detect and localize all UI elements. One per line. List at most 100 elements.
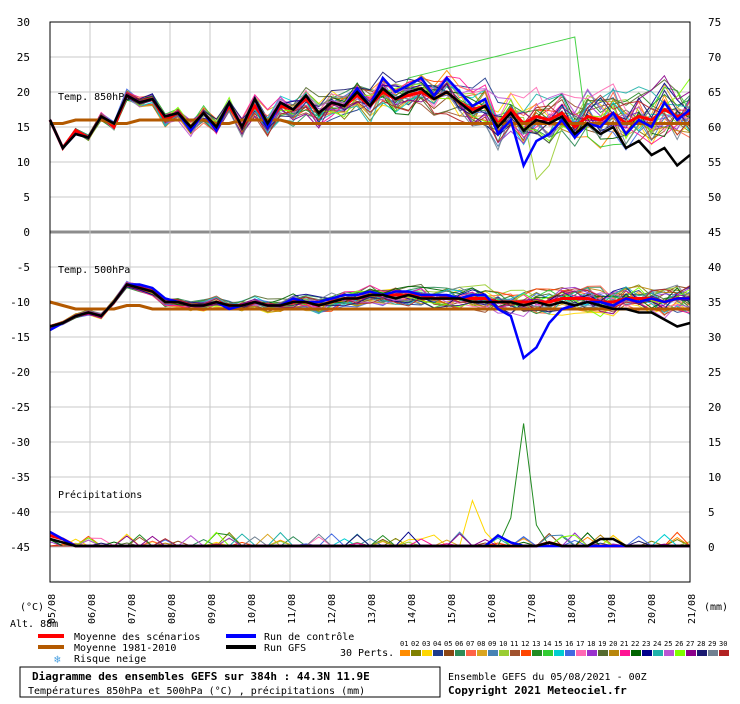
plot-border	[49, 21, 691, 583]
perturbation-swatch	[708, 650, 718, 656]
perturbation-code-label: 17	[576, 640, 584, 648]
series-3-t500-line	[49, 283, 691, 328]
perturbation-swatch	[598, 650, 608, 656]
perturbation-swatch	[576, 650, 586, 656]
right-tick-label: 55	[708, 156, 721, 169]
perturbation-code-label: 11	[510, 640, 518, 648]
left-tick-label: -45	[10, 541, 30, 554]
perturbation-code-label: 04	[433, 640, 441, 648]
left-tick-label: 30	[17, 16, 30, 29]
perturbation-swatch	[477, 650, 487, 656]
perturbation-swatch	[631, 650, 641, 656]
left-tick-label: -40	[10, 506, 30, 519]
x-tick-label: 20/08	[647, 594, 658, 624]
series-3-precip-line	[49, 537, 690, 548]
x-tick-label: 15/08	[447, 594, 458, 624]
left-tick-label: 10	[17, 156, 30, 169]
perturbation-code-label: 20	[609, 640, 617, 648]
legend-label-climo: Moyenne 1981-2010	[74, 643, 176, 654]
perturbation-swatch	[642, 650, 652, 656]
perturbation-swatch	[554, 650, 564, 656]
perturbation-code-label: 16	[565, 640, 573, 648]
x-tick-label: 12/08	[327, 594, 338, 624]
left-tick-label: 15	[17, 121, 30, 134]
run-info: Ensemble GEFS du 05/08/2021 - 00Z	[448, 672, 647, 683]
perturbation-swatch	[653, 650, 663, 656]
perturbation-swatch	[510, 650, 520, 656]
perturbation-swatch	[499, 650, 509, 656]
chart-title: Diagramme des ensembles GEFS sur 384h : …	[32, 670, 370, 683]
panel-label-850: Temp. 850hPa	[58, 92, 130, 103]
perturbation-code-label: 29	[708, 640, 716, 648]
perturbation-swatch	[532, 650, 542, 656]
perturbation-code-label: 19	[598, 640, 606, 648]
perturbation-code-label: 13	[532, 640, 540, 648]
x-tick-label: 17/08	[527, 594, 538, 624]
left-tick-label: -30	[10, 436, 30, 449]
right-axis-unit: (mm)	[704, 602, 728, 613]
perturbation-code-label: 22	[631, 640, 639, 648]
panel-label-500: Temp. 500hPa	[58, 265, 130, 276]
perturbation-code-label: 09	[488, 640, 496, 648]
perturbation-swatch	[521, 650, 531, 656]
perturbation-swatch	[466, 650, 476, 656]
perturbation-code-label: 02	[411, 640, 419, 648]
x-tick-label: 06/08	[87, 594, 98, 624]
perturbation-swatch	[455, 650, 465, 656]
perturbation-code-label: 03	[422, 640, 430, 648]
x-tick-label: 13/08	[367, 594, 378, 624]
perturbation-code-label: 07	[466, 640, 474, 648]
left-tick-label: -15	[10, 331, 30, 344]
right-tick-label: 10	[708, 471, 721, 484]
right-tick-label: 15	[708, 436, 721, 449]
right-tick-label: 75	[708, 16, 721, 29]
x-tick-label: 05/08	[47, 594, 58, 624]
right-tick-label: 30	[708, 331, 721, 344]
perturbation-swatch	[543, 650, 553, 656]
perturbation-code-label: 28	[697, 640, 705, 648]
x-tick-label: 08/08	[167, 594, 178, 624]
x-tick-label: 07/08	[127, 594, 138, 624]
left-tick-label: -20	[10, 366, 30, 379]
left-tick-label: -25	[10, 401, 30, 414]
series-3-t850-line	[48, 86, 691, 168]
perturbation-code-label: 27	[686, 640, 694, 648]
perturbation-code-label: 12	[521, 640, 529, 648]
snowflake-icon: ❄	[54, 653, 61, 666]
right-tick-label: 45	[708, 226, 721, 239]
series-1-t500-line	[49, 300, 690, 311]
perturbation-swatch	[675, 650, 685, 656]
perturbation-swatch	[411, 650, 421, 656]
perturbation-code-label: 01	[400, 640, 408, 648]
perturbation-swatch	[719, 650, 729, 656]
title-box	[19, 666, 441, 698]
perturbation-code-label: 21	[620, 640, 628, 648]
x-tick-label: 10/08	[247, 594, 258, 624]
x-tick-label: 11/08	[287, 594, 298, 624]
perturbation-swatch	[400, 650, 410, 656]
perturbation-code-label: 25	[664, 640, 672, 648]
perturbation-swatch	[565, 650, 575, 656]
perturbation-code-label: 26	[675, 640, 683, 648]
perturbation-code-label: 23	[642, 640, 650, 648]
series-1-t850-line	[50, 118, 690, 125]
perturbation-swatch	[444, 650, 454, 656]
perturbation-swatch	[686, 650, 696, 656]
perturbation-code-label: 24	[653, 640, 661, 648]
perturbation-swatch	[488, 650, 498, 656]
panel-label-precip: Précipitations	[58, 489, 142, 501]
perturbation-swatch	[664, 650, 674, 656]
perturbation-code-label: 30	[719, 640, 727, 648]
chart-subtitle: Températures 850hPa et 500hPa (°C) , pré…	[28, 685, 365, 697]
perturbation-swatch	[587, 650, 597, 656]
perturbation-code-label: 06	[455, 640, 463, 648]
left-tick-label: 20	[17, 86, 30, 99]
left-tick-label: -35	[10, 471, 30, 484]
right-tick-label: 50	[708, 191, 721, 204]
perturbation-code-label: 05	[444, 640, 452, 648]
left-tick-label: 5	[23, 191, 30, 204]
